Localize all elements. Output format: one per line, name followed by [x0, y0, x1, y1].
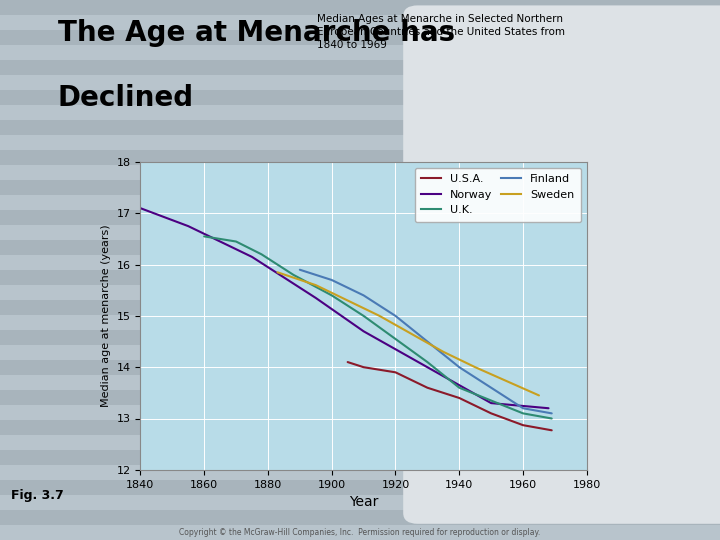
Text: The Age at Menarche has: The Age at Menarche has: [58, 19, 455, 47]
Text: Copyright © the McGraw-Hill Companies, Inc.  Permission required for reproductio: Copyright © the McGraw-Hill Companies, I…: [179, 528, 541, 537]
Text: Median Ages at Menarche in Selected Northern
European Countries and the United S: Median Ages at Menarche in Selected Nort…: [317, 14, 564, 50]
Bar: [0, 330, 720, 345]
Bar: [0, 510, 720, 525]
Bar: [0, 270, 720, 285]
Bar: [0, 45, 720, 60]
Bar: [0, 195, 720, 210]
Bar: [0, 360, 720, 375]
Bar: [0, 225, 720, 240]
Bar: [0, 75, 720, 90]
Text: Fig. 3.7: Fig. 3.7: [11, 489, 63, 502]
Bar: [0, 90, 720, 105]
Bar: [0, 435, 720, 450]
Bar: [0, 525, 720, 540]
Bar: [0, 300, 720, 315]
Bar: [0, 210, 720, 225]
Bar: [0, 375, 720, 390]
Y-axis label: Median age at menarche (years): Median age at menarche (years): [101, 225, 111, 407]
Bar: [0, 15, 720, 30]
Bar: [0, 315, 720, 330]
Bar: [0, 420, 720, 435]
Bar: [0, 480, 720, 495]
Bar: [0, 285, 720, 300]
Bar: [0, 255, 720, 270]
Text: Declined: Declined: [58, 84, 194, 112]
Bar: [0, 180, 720, 195]
Legend: U.S.A., Norway, U.K., Finland, Sweden: U.S.A., Norway, U.K., Finland, Sweden: [415, 167, 581, 222]
Bar: [0, 465, 720, 480]
Bar: [0, 390, 720, 405]
Bar: [0, 240, 720, 255]
Bar: [0, 135, 720, 150]
X-axis label: Year: Year: [349, 495, 378, 509]
FancyBboxPatch shape: [403, 5, 720, 524]
Bar: [0, 120, 720, 135]
Bar: [0, 495, 720, 510]
Bar: [0, 150, 720, 165]
Bar: [0, 105, 720, 120]
Bar: [0, 450, 720, 465]
Bar: [0, 30, 720, 45]
Bar: [0, 60, 720, 75]
Bar: [0, 165, 720, 180]
Bar: [0, 0, 720, 15]
Bar: [0, 345, 720, 360]
Bar: [0, 405, 720, 420]
